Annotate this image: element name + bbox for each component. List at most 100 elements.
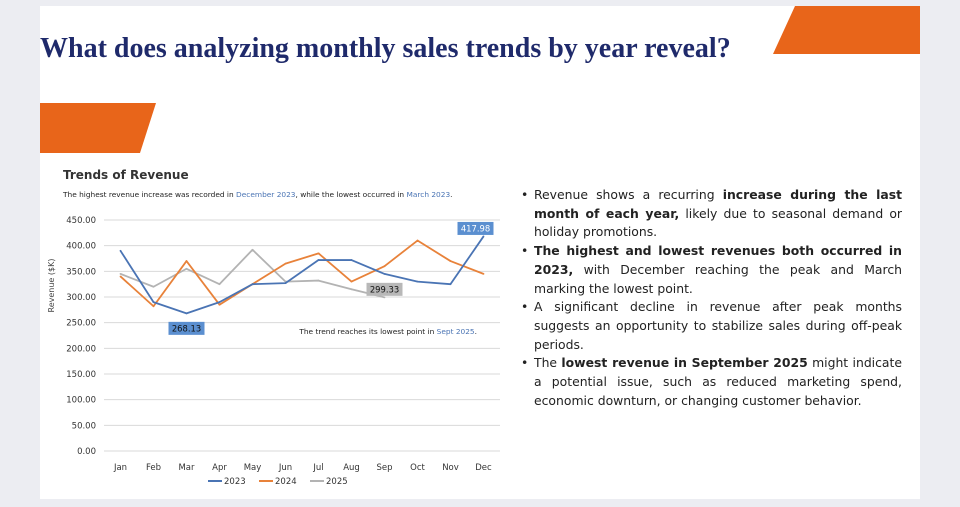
insight-text: might indicate a potential issue, such a… — [534, 355, 903, 408]
x-tick-label: Jun — [278, 463, 292, 473]
x-tick-label: May — [244, 463, 262, 473]
y-tick-label: 300.00 — [66, 293, 96, 303]
data-label: 299.33 — [370, 285, 399, 295]
y-tick-label: 200.00 — [66, 344, 96, 354]
y-axis-label: Revenue ($K) — [47, 259, 56, 313]
data-point-2024 — [449, 260, 452, 262]
y-tick-label: 0.00 — [77, 447, 96, 457]
x-tick-label: Oct — [410, 463, 425, 473]
data-point-2023 — [482, 235, 485, 238]
insight-emphasis: increase during the last month of each y… — [534, 187, 903, 221]
data-point-2023 — [449, 283, 452, 286]
insight-item: • Revenue shows a recurring increase duri… — [518, 186, 902, 242]
data-point-2025 — [317, 279, 320, 282]
data-point-2024 — [284, 262, 287, 265]
data-point-2023 — [317, 259, 320, 261]
data-point-2023 — [152, 301, 155, 304]
x-tick-label: Nov — [442, 463, 459, 473]
data-point-2025 — [119, 273, 122, 275]
slide-title: What does analyzing monthly sales trends… — [40, 33, 731, 64]
insight-text: The — [534, 355, 562, 371]
data-point-2023 — [185, 312, 188, 315]
y-tick-label: 450.00 — [66, 216, 96, 226]
insight-emphasis: lowest revenue in September 2025 — [561, 355, 808, 371]
data-point-2023 — [218, 301, 221, 304]
data-point-2025 — [383, 296, 386, 299]
data-point-2024 — [317, 252, 320, 255]
data-label: 268.13 — [172, 324, 201, 334]
legend-label: 2024 — [275, 477, 297, 487]
bullet-dot-icon: • — [521, 243, 529, 259]
chart-annotation: The trend reaches its lowest point in Se… — [298, 327, 477, 336]
annotation-text: The trend reaches its lowest point in — [298, 327, 436, 336]
accent-shape-left — [40, 103, 156, 153]
data-point-2025 — [185, 267, 188, 270]
insight-item: • A significant decline in revenue after … — [518, 298, 902, 354]
data-point-2024 — [218, 303, 221, 306]
series-line-2023 — [119, 235, 485, 315]
x-tick-label: Feb — [146, 463, 161, 473]
data-label-box — [457, 221, 494, 235]
data-point-2024 — [383, 265, 386, 268]
x-tick-label: Sep — [376, 463, 392, 473]
accent-shape-top — [773, 6, 920, 54]
bullet-dot-icon: • — [521, 187, 529, 202]
data-point-2024 — [152, 305, 155, 308]
insight-item: • The highest and lowest revenues both oc… — [518, 242, 902, 298]
x-tick-label: Jan — [113, 463, 127, 473]
chart-svg: Trends of Revenue The highest revenue inc… — [47, 168, 500, 487]
data-point-2023 — [284, 282, 287, 285]
insight-text: with December reaching the peak and Marc… — [534, 261, 902, 296]
annotation-text: . — [475, 327, 477, 336]
data-label-box — [168, 321, 205, 335]
data-point-2023 — [416, 280, 419, 283]
data-point-2023 — [251, 283, 254, 286]
subtitle-text: , while the lowest occurred in — [296, 190, 407, 199]
y-tick-label: 350.00 — [66, 267, 96, 277]
x-tick-label: Aug — [343, 463, 360, 473]
y-tick-label: 50.00 — [72, 421, 96, 431]
insight-text: A significant decline in revenue after p… — [534, 299, 902, 352]
slide: What does analyzing monthly sales trends… — [40, 6, 920, 499]
data-point-2023 — [119, 249, 122, 252]
legend-label: 2025 — [326, 477, 348, 487]
y-tick-label: 250.00 — [66, 319, 96, 329]
x-tick-label: Mar — [178, 463, 195, 473]
data-point-2025 — [350, 288, 353, 291]
data-label: 417.98 — [461, 224, 490, 234]
series-line-2025 — [120, 248, 385, 299]
subtitle-text: . — [450, 190, 452, 199]
data-point-2024 — [482, 273, 485, 275]
annotation-highlight: Sept 2025 — [437, 327, 475, 336]
y-tick-label: 150.00 — [66, 370, 96, 380]
bullet-dot-icon: • — [521, 299, 529, 315]
chart-subtitle: The highest revenue increase was recorde… — [62, 190, 453, 199]
revenue-trend-chart: Trends of Revenue The highest revenue inc… — [40, 154, 510, 494]
y-tick-label: 400.00 — [66, 242, 96, 252]
x-tick-label: Dec — [475, 463, 492, 473]
x-tick-label: Apr — [212, 463, 227, 473]
bullet-dot-icon: • — [521, 355, 529, 371]
data-point-2025 — [152, 285, 155, 288]
insights-list: • Revenue shows a recurring increase duri… — [518, 186, 902, 410]
data-point-2024 — [185, 260, 188, 262]
chart-title: Trends of Revenue — [63, 168, 189, 182]
data-point-2025 — [251, 248, 254, 251]
data-point-2024 — [416, 239, 419, 242]
insight-text: likely due to seasonal demand or holiday… — [534, 205, 902, 240]
legend-label: 2023 — [224, 477, 246, 487]
insight-text: Revenue shows a recurring — [534, 187, 723, 202]
subtitle-highlight: March 2023 — [406, 190, 450, 199]
data-point-2025 — [218, 283, 221, 286]
data-point-2024 — [350, 280, 353, 283]
series-line-2024 — [119, 239, 484, 308]
y-tick-label: 100.00 — [66, 396, 96, 406]
data-point-2024 — [119, 275, 122, 278]
data-label-box — [366, 282, 403, 296]
data-point-2023 — [350, 259, 353, 261]
insight-item: • The lowest revenue in September 2025 mi… — [518, 354, 902, 410]
subtitle-text: The highest revenue increase was recorde… — [62, 190, 236, 199]
x-tick-label: Jul — [312, 463, 323, 473]
data-point-2023 — [383, 273, 386, 275]
insight-emphasis: The highest and lowest revenues both occ… — [534, 243, 902, 277]
